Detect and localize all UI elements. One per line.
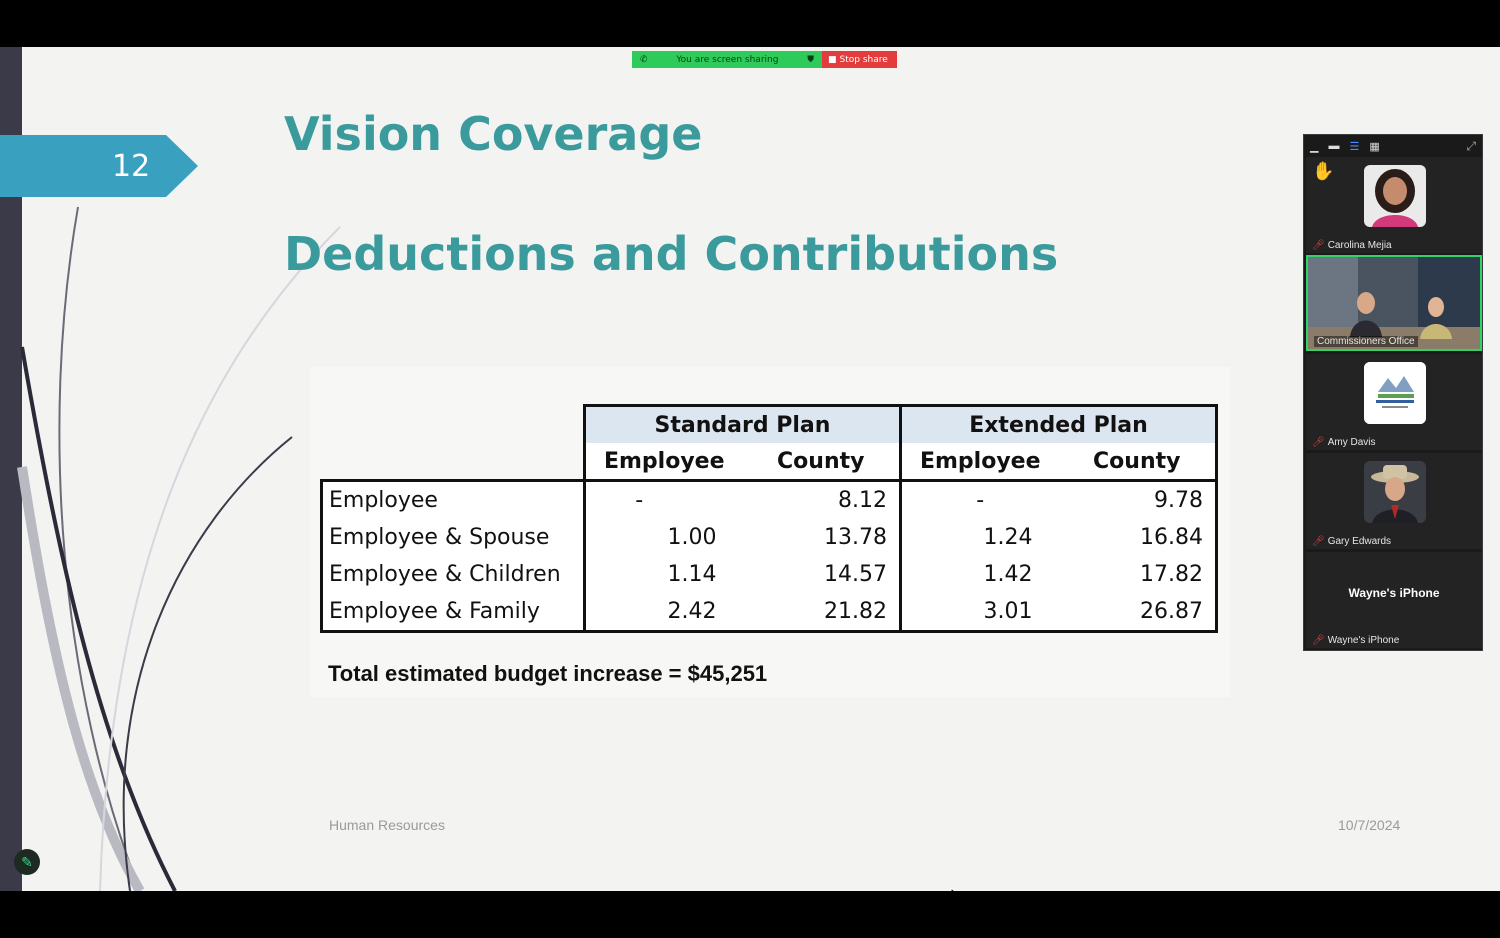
cell-std-employee: 1.00	[583, 519, 743, 556]
slide-subtitle: Deductions and Contributions	[284, 227, 1059, 281]
decorative-swoosh	[17, 206, 341, 891]
cell-std-county: 13.78	[742, 519, 901, 556]
table-empty-corner	[322, 406, 585, 444]
participant-tile[interactable]: ✋ 🎤︎ Carolina Mejia	[1306, 157, 1482, 253]
participant-name-text: Carolina Mejia	[1327, 240, 1392, 251]
participant-name-text: Amy Davis	[1327, 437, 1376, 448]
screen-share-bar: ✆ You are screen sharing ⛊ ■ Stop share	[632, 51, 897, 68]
avatar	[1364, 165, 1426, 227]
slide-title: Vision Coverage	[284, 107, 703, 161]
participant-name-text: Gary Edwards	[1327, 536, 1392, 547]
annotate-pen-button[interactable]: ✎	[14, 849, 40, 875]
county-logo-avatar	[1364, 362, 1426, 424]
participant-tile[interactable]: Wayne's iPhone 🎤︎ Wayne's iPhone	[1306, 552, 1482, 648]
row-label: Employee & Family	[320, 593, 585, 633]
std-county-header: County	[742, 443, 901, 482]
participant-tile-active[interactable]: Commissioners Office	[1306, 255, 1482, 351]
cell-std-employee: -	[583, 480, 743, 519]
cell-std-county: 14.57	[742, 556, 901, 593]
phone-icon: ✆	[640, 54, 648, 65]
mic-muted-icon: 🎤︎	[1312, 240, 1325, 251]
participant-gallery: ▁ ▬ ☰ ▦ ⤢ ✋ 🎤︎ Carolina Mejia	[1303, 134, 1483, 651]
participant-name-text: Commissioners Office	[1317, 336, 1415, 347]
cell-std-county: 8.12	[742, 480, 901, 519]
table-empty-corner-2	[322, 443, 585, 481]
strip-view-icon[interactable]: ☰	[1349, 140, 1360, 153]
cell-ext-county: 9.78	[1058, 480, 1218, 519]
row-label: Employee & Children	[320, 556, 585, 593]
row-label: Employee	[320, 479, 585, 519]
presentation-slide: 12 Vision Coverage Deductions and Contri…	[0, 47, 1500, 891]
avatar	[1364, 461, 1426, 523]
vision-coverage-table: Standard Plan Extended Plan Employee Cou…	[320, 404, 1218, 633]
pencil-icon: ✎	[21, 853, 33, 870]
cell-std-employee: 2.42	[583, 593, 743, 633]
stop-icon: ■	[828, 54, 837, 65]
total-budget-text: Total estimated budget increase = $45,25…	[328, 661, 768, 686]
table-row: Employee & Spouse 1.00 13.78 1.24 16.84	[320, 519, 1218, 556]
video-feed	[1308, 257, 1480, 349]
slide-left-bar	[0, 47, 22, 891]
stop-share-label: Stop share	[839, 54, 888, 65]
cell-std-employee: 1.14	[583, 556, 743, 593]
std-employee-header: Employee	[583, 443, 743, 482]
raised-hand-icon: ✋	[1312, 161, 1335, 181]
participant-name: Commissioners Office	[1314, 336, 1418, 347]
mic-muted-icon: 🎤︎	[1312, 536, 1325, 547]
standard-plan-header: Standard Plan	[583, 404, 901, 443]
slide-number: 12	[112, 149, 151, 184]
cell-ext-employee: 3.01	[899, 593, 1059, 633]
cell-ext-employee: -	[899, 480, 1059, 519]
speaker-view-icon[interactable]: ▬	[1328, 140, 1340, 152]
participant-name: 🎤︎ Gary Edwards	[1312, 536, 1391, 547]
ext-employee-header: Employee	[899, 443, 1059, 482]
cell-ext-employee: 1.42	[899, 556, 1059, 593]
participant-tile[interactable]: 🎤︎ Gary Edwards	[1306, 453, 1482, 549]
footer-department: Human Resources	[329, 817, 445, 833]
table-row: Employee & Family 2.42 21.82 3.01 26.87	[320, 593, 1218, 633]
cell-ext-county: 17.82	[1058, 556, 1218, 593]
gallery-toolbar: ▁ ▬ ☰ ▦ ⤢	[1304, 135, 1482, 157]
cell-ext-county: 16.84	[1058, 519, 1218, 556]
minimize-icon[interactable]: ▁	[1310, 140, 1319, 153]
cell-ext-county: 26.87	[1058, 593, 1218, 633]
expand-icon[interactable]: ⤢	[1466, 139, 1476, 153]
row-label: Employee & Spouse	[320, 519, 585, 556]
participant-name: 🎤︎ Carolina Mejia	[1312, 240, 1392, 251]
participant-name: 🎤︎ Amy Davis	[1312, 437, 1376, 448]
shield-icon: ⛊	[807, 54, 814, 65]
participant-tile[interactable]: 🎤︎ Amy Davis	[1306, 354, 1482, 450]
participant-display-name: Wayne's iPhone	[1348, 586, 1440, 600]
participant-name-text: Wayne's iPhone	[1327, 635, 1400, 646]
sharing-status: ✆ You are screen sharing ⛊	[632, 51, 822, 68]
ext-county-header: County	[1058, 443, 1218, 482]
participant-name: 🎤︎ Wayne's iPhone	[1312, 635, 1399, 646]
extended-plan-header: Extended Plan	[899, 404, 1218, 443]
cell-ext-employee: 1.24	[899, 519, 1059, 556]
slide-number-tab	[0, 135, 198, 197]
mouse-cursor-icon	[950, 887, 956, 891]
table-row: Employee - 8.12 - 9.78	[320, 479, 1218, 519]
cell-std-county: 21.82	[742, 593, 901, 633]
mic-muted-icon: 🎤︎	[1312, 437, 1325, 448]
grid-view-icon[interactable]: ▦	[1369, 140, 1380, 153]
footer-date: 10/7/2024	[1338, 817, 1401, 833]
mic-muted-icon: 🎤︎	[1312, 635, 1325, 646]
sharing-status-text: You are screen sharing	[676, 54, 779, 65]
stop-share-button[interactable]: ■ Stop share	[822, 51, 897, 68]
table-row: Employee & Children 1.14 14.57 1.42 17.8…	[320, 556, 1218, 593]
